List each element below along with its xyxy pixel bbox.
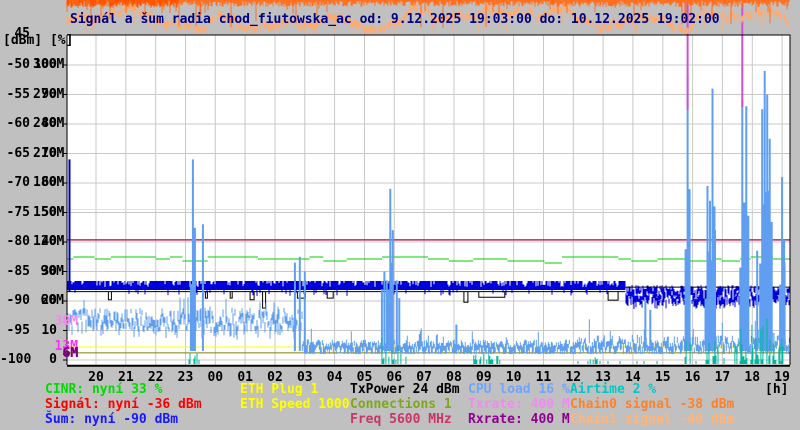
x-label-hour: 01	[237, 370, 253, 385]
legend-item-signál: Signál: nyní -36 dBm	[45, 397, 202, 412]
legend-item-connections: Connections 1	[350, 397, 452, 412]
rate-marker-6M: 6M	[62, 346, 78, 362]
legend-item-šum: Šum: nyní -90 dBm	[45, 412, 179, 427]
y-label-dbm: -50	[6, 57, 30, 72]
x-label-hour: 12	[565, 370, 582, 385]
x-label-hour: 15	[654, 370, 671, 385]
x-label-hour: 23	[177, 370, 194, 385]
y-label-rate: 180M	[33, 175, 65, 190]
legend-item-airtime: Airtime 2 %	[570, 382, 657, 397]
y-axis-ticks	[63, 64, 67, 361]
y-label-pct: 40	[41, 234, 57, 249]
x-label-hour: 09	[475, 370, 492, 385]
x-label-hour: 14	[625, 370, 641, 385]
x-label-hour: 22	[147, 370, 164, 385]
chain0-signal-hot	[66, 0, 179, 8]
rate-marker-39M: 39M	[54, 313, 78, 329]
x-label-hour: 13	[595, 370, 611, 385]
y-label-rate: 150M	[33, 204, 65, 220]
y-label-pct: 100	[33, 57, 57, 72]
y-axis-top-tick: 45	[14, 26, 30, 41]
legend-item-chain1: Chain1 signal -40 dBm	[570, 412, 735, 427]
airtime-spikes	[188, 318, 784, 364]
chain1-signal-trace	[66, 3, 789, 34]
y-label-pct: 70	[41, 145, 57, 161]
y-label-rate: 90M	[40, 263, 64, 279]
legend-item-eth: ETH Speed 1000	[240, 397, 350, 412]
y-label-pct: 30	[41, 263, 57, 279]
y-label-pct: 10	[41, 322, 57, 338]
y-label-pct: 20	[41, 293, 57, 308]
y-label-dbm: -85	[6, 263, 30, 279]
x-label-hour: 19	[774, 370, 790, 385]
x-label-hour: 04	[326, 370, 343, 385]
plot-area	[67, 35, 790, 365]
y-label-rate: 60M	[40, 293, 64, 308]
y-label-pct: 50	[41, 204, 57, 220]
y-label-dbm: -100	[0, 352, 32, 367]
y-label-dbm: -75	[6, 204, 30, 220]
legend-item-txpower: TxPower 24 dBm	[350, 382, 460, 397]
y-label-rate: 240M	[33, 116, 65, 131]
legend-item-eth: ETH Plug 1	[240, 382, 319, 397]
x-label-hour: 05	[356, 370, 373, 385]
plot-border	[66, 34, 791, 365]
y-label-rate: 270M	[33, 86, 65, 102]
x-label-hour: 18	[744, 370, 761, 385]
legend-item-cinr: CINR: nyní 33 %	[45, 382, 163, 397]
y-label-dbm: -95	[6, 322, 30, 338]
x-label-hour: 21	[118, 370, 134, 385]
x-label-hour: 11	[535, 370, 552, 385]
x-label-hour: 06	[386, 370, 403, 385]
noise-band-speckle	[71, 281, 619, 287]
y-label-rate: 210M	[33, 145, 65, 161]
y-label-rate: 120M	[33, 234, 65, 249]
y-label-pct: 80	[41, 116, 57, 131]
x-label-hour: 08	[446, 370, 462, 385]
x-axis-unit: [h]	[765, 382, 789, 397]
legend-item-rxrate: Rxrate: 400 M	[468, 412, 570, 427]
rate-marker-13M: 13M	[54, 339, 78, 355]
y-label-pct: 60	[41, 175, 57, 190]
legend-item-chain0: Chain0 signal -38 dBm	[570, 397, 735, 412]
legend-item-txrate: Txrate: 400 M	[468, 397, 570, 412]
y-axis-unit-header: [dBm] [%]	[3, 33, 74, 48]
x-label-hour: 03	[296, 370, 313, 385]
y-label-rate: 300M	[33, 57, 65, 72]
legend-item-cpu: CPU load 16 %	[468, 382, 570, 397]
legend-item-freq: Freq 5600 MHz	[350, 412, 452, 427]
y-label-dbm: -70	[6, 175, 30, 190]
y-label-dbm: -55	[6, 86, 30, 102]
x-label-hour: 02	[267, 370, 283, 385]
y-label-pct: 0	[49, 352, 57, 367]
x-label-hour: 07	[416, 370, 432, 385]
x-label-hour: 20	[88, 370, 104, 385]
y-label-pct: 90	[41, 86, 57, 102]
y-label-dbm: -80	[6, 234, 30, 249]
x-label-hour: 16	[684, 370, 701, 385]
cpu-spikes	[189, 70, 786, 351]
y-label-dbm: -65	[6, 145, 30, 161]
y-label-dbm: -90	[6, 293, 30, 308]
x-label-hour: 17	[714, 370, 731, 385]
y-label-dbm: -60	[6, 116, 30, 131]
x-label-hour: 10	[505, 370, 522, 385]
chart-title: Signál a šum radia chod_fiutowska_ac od:…	[70, 12, 720, 27]
x-label-hour: 00	[207, 370, 224, 385]
